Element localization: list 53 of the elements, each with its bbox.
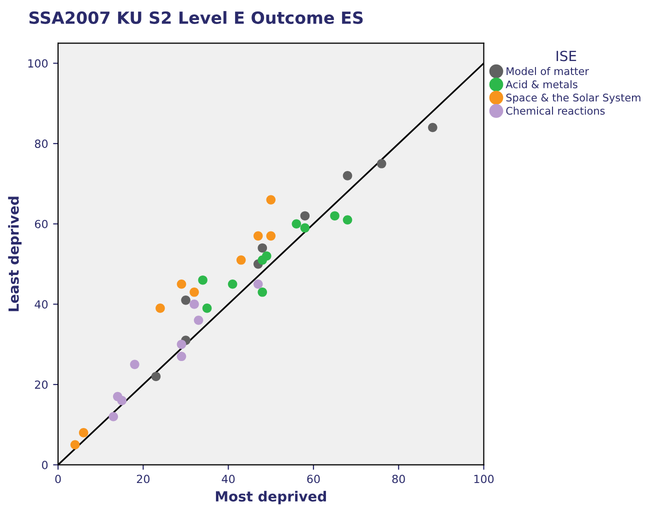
point <box>292 219 302 229</box>
point <box>176 340 186 350</box>
point <box>198 275 208 285</box>
x-tick-label: 80 <box>392 474 405 484</box>
point <box>253 231 263 241</box>
point <box>70 440 80 450</box>
point <box>151 372 161 382</box>
point <box>342 215 352 225</box>
point <box>300 223 310 233</box>
point <box>266 231 276 241</box>
point <box>330 211 340 221</box>
y-tick-label: 80 <box>34 140 48 148</box>
point <box>266 195 276 204</box>
point <box>428 122 438 132</box>
point <box>108 412 118 422</box>
point <box>228 279 238 289</box>
y-tick-label: 40 <box>34 300 48 309</box>
point <box>190 287 199 297</box>
point <box>258 287 268 297</box>
y-axis-title: Least deprived <box>8 196 22 312</box>
point <box>194 316 204 325</box>
point <box>176 352 186 362</box>
x-axis-title: Most deprived <box>216 490 326 504</box>
point <box>376 158 386 168</box>
x-tick-label: 100 <box>474 474 494 484</box>
point <box>236 255 246 265</box>
y-tick-label: 20 <box>35 380 48 389</box>
y-tick-label: 0 <box>42 460 48 470</box>
point <box>117 396 127 406</box>
point <box>262 251 272 261</box>
x-tick-label: 20 <box>136 474 150 484</box>
point <box>78 428 88 438</box>
legend-label: Space & the Solar System <box>506 93 640 104</box>
y-tick-label: 100 <box>28 59 48 68</box>
point <box>130 360 140 370</box>
point <box>181 296 190 305</box>
chart-title: SSA2007 KU S2 Level E Outcome ES <box>29 11 363 24</box>
point <box>300 211 310 221</box>
x-tick-label: 60 <box>307 474 320 484</box>
legend-label: Model of matter <box>506 67 589 76</box>
legend-title: ISE <box>556 50 576 62</box>
point <box>253 279 263 289</box>
point <box>342 171 352 180</box>
legend-label: Acid & metals <box>506 80 578 88</box>
point <box>156 304 165 313</box>
x-tick-label: 0 <box>55 474 61 484</box>
y-tick-label: 60 <box>34 220 48 228</box>
point <box>176 279 186 289</box>
legend-label: Chemical reactions <box>506 106 605 115</box>
point <box>202 304 212 313</box>
x-tick-label: 40 <box>222 474 235 484</box>
point <box>258 243 268 253</box>
point <box>190 300 199 309</box>
